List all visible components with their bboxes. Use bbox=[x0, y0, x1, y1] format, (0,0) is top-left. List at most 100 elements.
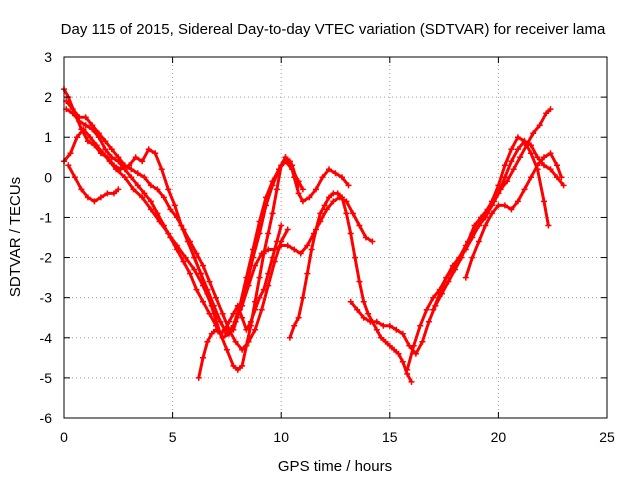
data-point bbox=[252, 326, 259, 333]
data-point bbox=[419, 338, 426, 345]
data-point bbox=[514, 146, 521, 153]
data-point bbox=[323, 206, 330, 213]
data-point bbox=[469, 254, 476, 261]
data-point bbox=[278, 162, 285, 169]
data-point bbox=[410, 342, 417, 349]
data-point bbox=[373, 326, 380, 333]
data-point bbox=[134, 182, 141, 189]
data-point bbox=[239, 314, 246, 321]
data-point bbox=[299, 198, 306, 205]
data-point bbox=[269, 210, 276, 217]
data-point bbox=[139, 194, 146, 201]
data-point bbox=[154, 186, 161, 193]
data-point bbox=[304, 270, 311, 277]
data-point bbox=[352, 254, 358, 261]
y-axis-title: SDTVAR / TECUs bbox=[7, 177, 24, 297]
data-point bbox=[317, 210, 324, 217]
y-tick-label: -6 bbox=[40, 410, 53, 426]
data-point bbox=[84, 194, 91, 201]
data-point bbox=[399, 358, 406, 365]
data-point bbox=[449, 266, 456, 273]
data-point bbox=[252, 298, 259, 305]
data-point bbox=[108, 154, 115, 161]
data-point bbox=[304, 242, 311, 249]
data-point bbox=[245, 282, 252, 289]
data-point bbox=[308, 246, 315, 253]
data-point bbox=[514, 198, 521, 205]
data-point bbox=[158, 166, 165, 173]
data-point bbox=[97, 150, 104, 157]
data-point bbox=[345, 182, 352, 189]
data-point bbox=[330, 198, 337, 205]
data-point bbox=[204, 338, 211, 345]
data-point bbox=[232, 338, 239, 345]
y-tick-label: 1 bbox=[44, 129, 52, 145]
data-point bbox=[326, 194, 332, 201]
data-point bbox=[132, 154, 139, 161]
data-point bbox=[482, 210, 489, 217]
data-point bbox=[547, 106, 554, 113]
data-points bbox=[61, 86, 567, 385]
data-point bbox=[339, 194, 345, 201]
data-point bbox=[260, 286, 267, 293]
data-point bbox=[269, 254, 276, 261]
y-tick-label: -3 bbox=[40, 290, 53, 306]
data-point bbox=[501, 202, 508, 209]
data-point bbox=[286, 334, 293, 341]
data-point bbox=[339, 174, 345, 181]
y-tick-label: -1 bbox=[40, 209, 53, 225]
data-point bbox=[541, 162, 547, 169]
x-tick-label: 0 bbox=[60, 429, 68, 445]
data-point bbox=[256, 294, 263, 301]
data-point bbox=[108, 146, 115, 153]
data-point bbox=[286, 158, 293, 165]
data-point bbox=[278, 222, 285, 229]
series-track-11 bbox=[430, 134, 552, 313]
data-point bbox=[128, 174, 135, 181]
data-point bbox=[534, 162, 541, 169]
data-point bbox=[87, 134, 94, 141]
data-point bbox=[295, 314, 302, 321]
y-tick-label: 2 bbox=[44, 89, 52, 105]
data-point bbox=[528, 174, 534, 181]
data-point bbox=[334, 190, 341, 197]
data-point bbox=[102, 146, 109, 153]
data-point bbox=[514, 134, 521, 141]
data-point bbox=[347, 230, 354, 237]
data-point bbox=[273, 238, 280, 245]
data-point bbox=[121, 162, 128, 169]
data-point bbox=[200, 298, 206, 305]
data-point bbox=[173, 246, 180, 253]
data-point bbox=[295, 190, 302, 197]
data-point bbox=[67, 150, 74, 157]
data-point bbox=[104, 190, 111, 197]
data-point bbox=[243, 274, 250, 281]
data-point bbox=[313, 226, 319, 233]
data-point bbox=[243, 342, 250, 349]
data-point bbox=[84, 138, 91, 145]
data-point bbox=[291, 246, 298, 253]
data-point bbox=[263, 194, 269, 201]
data-point bbox=[195, 374, 202, 381]
data-point bbox=[180, 226, 187, 233]
data-point bbox=[482, 222, 489, 229]
data-point bbox=[343, 210, 350, 217]
data-point bbox=[232, 318, 239, 325]
data-point bbox=[187, 238, 193, 245]
data-point bbox=[462, 274, 469, 281]
data-point bbox=[436, 290, 443, 297]
data-point bbox=[282, 154, 289, 161]
data-point bbox=[234, 366, 241, 373]
data-point bbox=[508, 206, 515, 213]
data-point bbox=[545, 222, 552, 229]
data-point bbox=[154, 210, 161, 217]
data-point bbox=[430, 306, 437, 313]
data-point bbox=[69, 106, 76, 113]
data-point bbox=[130, 186, 137, 193]
data-point bbox=[160, 194, 167, 201]
data-point bbox=[217, 318, 224, 325]
data-point bbox=[139, 158, 146, 165]
data-point bbox=[97, 194, 104, 201]
data-point bbox=[536, 122, 543, 129]
y-tick-label: -2 bbox=[40, 250, 53, 266]
